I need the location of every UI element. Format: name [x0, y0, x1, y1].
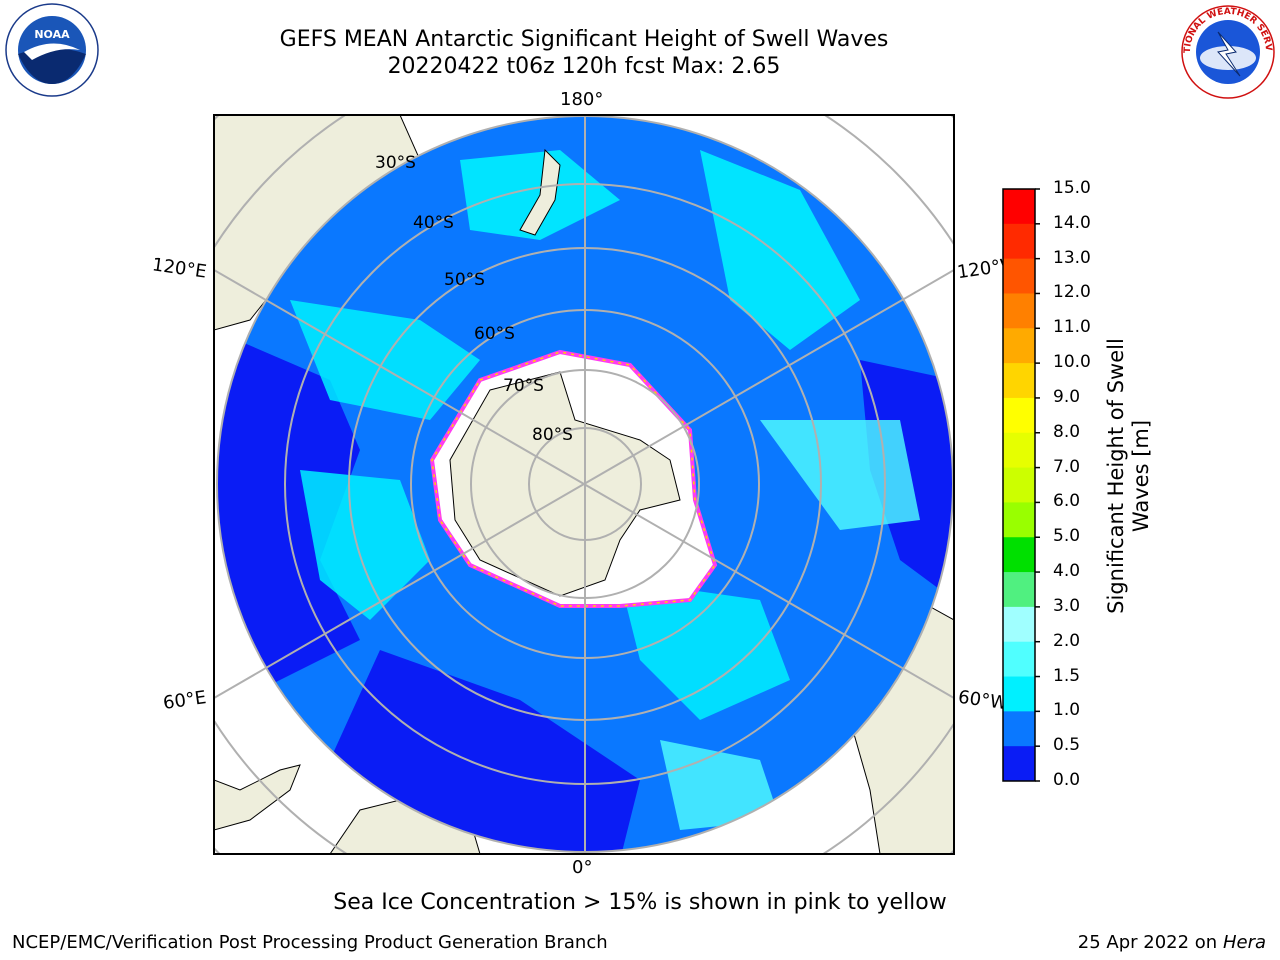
- colorbar-swatch: [1003, 572, 1035, 608]
- lat-label-50s: 50°S: [444, 270, 485, 290]
- colorbar-tick-label: 4.0: [1053, 561, 1081, 582]
- colorbar-title: Significant Height of Swell Waves [m]: [1104, 316, 1154, 636]
- colorbar-swatch: [1003, 328, 1035, 364]
- colorbar-tick-label: 9.0: [1053, 386, 1081, 407]
- colorbar-tick-label: 14.0: [1053, 212, 1091, 233]
- swell-high-region: [300, 470, 430, 620]
- colorbar-swatch: [1003, 467, 1035, 503]
- colorbar-tick-label: 1.5: [1053, 665, 1081, 686]
- land-new-zealand: [519, 148, 561, 236]
- colorbar-tick-label: 12.0: [1053, 282, 1091, 303]
- colorbar-swatch: [1003, 746, 1035, 782]
- colorbar-swatch: [1003, 258, 1035, 294]
- swell-high-region: [700, 150, 860, 350]
- map-frame: [213, 114, 955, 855]
- sea-ice-note: Sea Ice Concentration > 15% is shown in …: [333, 890, 947, 915]
- colorbar-swatch: [1003, 397, 1035, 434]
- colorbar-swatch: [1003, 293, 1035, 329]
- colorbar-tick-label: 0.5: [1053, 735, 1081, 756]
- footer-branch: NCEP/EMC/Verification Post Processing Pr…: [12, 932, 608, 953]
- colorbar-tick-label: 15.0: [1053, 178, 1091, 198]
- colorbar-tick-label: 8.0: [1053, 421, 1081, 442]
- colorbar-swatch: [1003, 711, 1035, 747]
- chart-title: GEFS MEAN Antarctic Significant Height o…: [279, 27, 889, 52]
- colorbar-swatch: [1003, 641, 1035, 678]
- colorbar-tick-label: 13.0: [1053, 247, 1091, 268]
- colorbar-swatch: [1003, 189, 1035, 225]
- colorbar-swatch: [1003, 606, 1035, 643]
- lat-label-70s: 70°S: [503, 376, 544, 396]
- footer-host: Hera: [1222, 932, 1266, 953]
- colorbar-tick-label: 5.0: [1053, 526, 1081, 547]
- colorbar-tick-label: 3.0: [1053, 595, 1081, 616]
- nws-logo: NATIONAL WEATHER SERVICE: [1178, 2, 1275, 99]
- colorbar-tick-label: 7.0: [1053, 456, 1081, 477]
- lat-label-80s: 80°S: [532, 425, 573, 445]
- colorbar-swatch: [1003, 502, 1035, 538]
- chart-subtitle: 20220422 t06z 120h fcst Max: 2.65: [387, 54, 781, 79]
- swell-high-region: [760, 420, 920, 530]
- lat-label-30s: 30°S: [375, 153, 416, 173]
- colorbar-title-line2: Waves [m]: [1129, 419, 1153, 533]
- footer-date-text: 25 Apr 2022 on: [1077, 932, 1223, 953]
- colorbar-swatch: [1003, 363, 1035, 399]
- colorbar-swatch: [1003, 537, 1035, 573]
- colorbar-tick-label: 10.0: [1053, 352, 1091, 373]
- svg-text:NOAA: NOAA: [34, 28, 70, 41]
- colorbar-swatch: [1003, 676, 1035, 712]
- footer-date: 25 Apr 2022 on Hera: [1078, 932, 1266, 953]
- colorbar-swatch: [1003, 432, 1035, 469]
- colorbar-tick-label: 1.0: [1053, 700, 1081, 721]
- colorbar-tick-label: 0.0: [1053, 770, 1081, 790]
- lat-label-40s: 40°S: [413, 213, 454, 233]
- swell-high-region: [660, 740, 780, 830]
- colorbar-swatch: [1003, 223, 1035, 260]
- land-madagascar: [214, 764, 301, 831]
- colorbar: [1002, 188, 1040, 782]
- lat-label-60s: 60°S: [474, 324, 515, 344]
- antarctica-sea-ice-edge: [431, 351, 716, 607]
- colorbar-tick-label: 6.0: [1053, 491, 1081, 512]
- lon-label-180: 180°: [560, 89, 604, 110]
- colorbar-tick-label: 11.0: [1053, 317, 1091, 338]
- noaa-logo: NOAA: [5, 3, 99, 97]
- colorbar-title-line1: Significant Height of Swell: [1104, 338, 1128, 614]
- colorbar-tick-label: 2.0: [1053, 630, 1081, 651]
- lon-label-0: 0°: [572, 857, 593, 878]
- swell-high-region: [620, 580, 790, 720]
